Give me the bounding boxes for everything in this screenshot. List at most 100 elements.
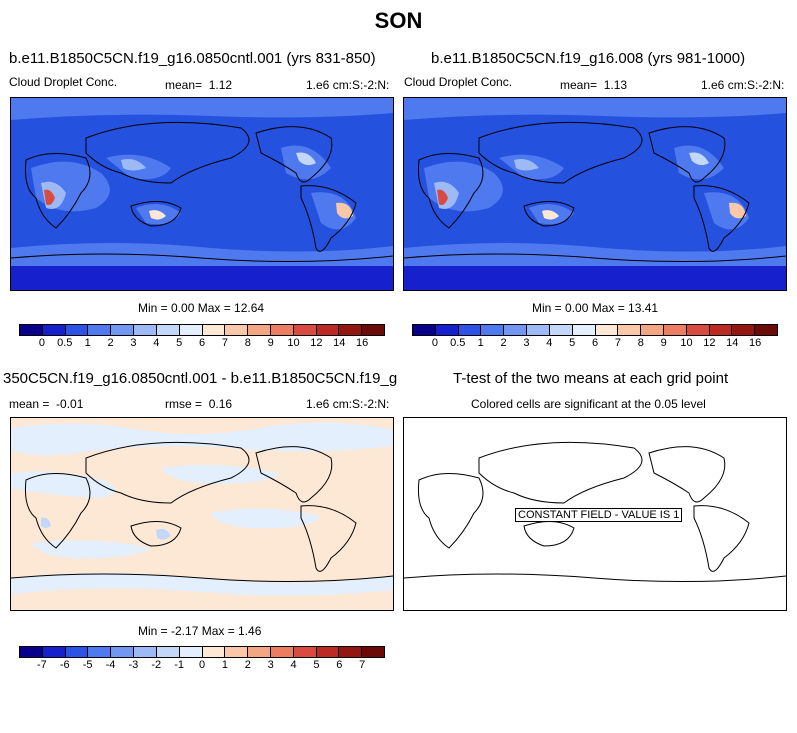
colorbar-tick-label: 12	[703, 337, 716, 349]
panel1-coastlines	[11, 121, 393, 263]
panel1-usa-high	[296, 152, 316, 166]
colorbar-cell-10	[248, 647, 271, 657]
colorbar-tick-label: -4	[105, 659, 116, 671]
colorbar-tick-label: 4	[153, 337, 160, 349]
colorbar-tick-label: -7	[36, 659, 47, 671]
colorbar-cell-3	[88, 325, 112, 335]
colorbar-tick-label: 0	[198, 659, 206, 671]
panel1-australia-high	[149, 210, 166, 220]
colorbar-cell-13	[316, 647, 340, 657]
panel4-title: T-test of the two means at each grid poi…	[453, 370, 729, 387]
colorbar-cell-2	[65, 325, 89, 335]
panel3-eurasia-outline	[85, 441, 250, 504]
colorbar-cell-12	[293, 647, 317, 657]
panel3-map	[10, 417, 394, 611]
colorbar-tick-label: 9	[267, 337, 274, 349]
panel2-map-svg	[404, 98, 786, 290]
colorbar-cell-9	[618, 325, 642, 335]
panel1-africa-peak	[44, 189, 55, 206]
panel1-mean-value: 1.12	[208, 78, 233, 92]
panel2-usa-high	[689, 152, 709, 166]
panel3-australia-outline	[130, 521, 182, 547]
colorbar-cell-7	[572, 325, 596, 335]
panel1-namerica-outline	[255, 126, 333, 183]
colorbar-cell-8	[202, 325, 226, 335]
panel3-patch-c	[211, 508, 321, 529]
panel1-min-max: Min = 0.00 Max = 12.64	[138, 301, 265, 315]
panel2-coastlines	[404, 121, 786, 263]
colorbar-cell-0	[20, 647, 43, 657]
panel1-southern-band	[11, 243, 393, 266]
colorbar-cell-1	[42, 325, 66, 335]
panel3-africa-dip	[41, 517, 51, 528]
panel2-australia-high	[542, 210, 559, 220]
panel3-samerica-outline	[300, 505, 357, 572]
panel3-colorbar-ticks: -7 -6 -5 -4 -3 -2 -1 0 1 2 3 4 5 6 7	[19, 659, 385, 673]
colorbar-cell-14	[339, 647, 363, 657]
panel3-mean: mean = -0.01	[9, 397, 83, 411]
colorbar-tick-label: 7	[359, 659, 366, 671]
panel1-africa-outline	[25, 153, 91, 229]
colorbar-tick-label: 9	[660, 337, 667, 349]
colorbar-cell-14	[339, 325, 363, 335]
colorbar-cell-11	[663, 325, 687, 335]
colorbar-tick-label: 10	[680, 337, 693, 349]
colorbar-cell-11	[270, 647, 294, 657]
colorbar-cell-2	[458, 325, 482, 335]
panel3-antarctica-outline	[11, 573, 393, 583]
panel1-samerica-outline	[300, 185, 357, 252]
panel2-mean-label: mean=	[560, 78, 598, 92]
colorbar-tick-label: 1	[84, 337, 91, 349]
colorbar-tick-label: 12	[310, 337, 323, 349]
colorbar-tick-label: 6	[336, 659, 343, 671]
colorbar-cell-8	[595, 325, 619, 335]
colorbar-cell-2	[65, 647, 89, 657]
panel2-field	[404, 98, 786, 290]
panel4-eurasia-outline	[478, 441, 643, 504]
colorbar-cell-9	[225, 647, 249, 657]
panel3-units: 1.e6 cm:S:-2:N:	[306, 397, 390, 411]
colorbar-tick-label: 2	[500, 337, 507, 349]
panel4-annotation: CONSTANT FIELD - VALUE IS 1	[515, 508, 683, 522]
colorbar-tick-label: 0	[431, 337, 438, 349]
panel1-mean: mean= 1.12	[165, 78, 232, 92]
panel3-rmse-label: rmse =	[165, 397, 203, 411]
panel2-variable: Cloud Droplet Conc.	[404, 75, 513, 89]
panel3-mean-value: -0.01	[56, 397, 84, 411]
panel3-patch-d	[31, 540, 151, 559]
panel1-antarctic	[11, 266, 393, 290]
panel2-samerica-outline	[693, 185, 750, 252]
colorbar-tick-label: 2	[244, 659, 251, 671]
colorbar-cell-12	[293, 325, 317, 335]
colorbar-tick-label: -2	[151, 659, 162, 671]
panel3-mean-label: mean =	[9, 397, 50, 411]
colorbar-tick-label: 3	[523, 337, 530, 349]
colorbar-cell-4	[111, 647, 135, 657]
panel3-south-patch	[11, 573, 393, 596]
panel1-arctic-band	[11, 98, 393, 120]
panel3-map-svg	[11, 418, 393, 610]
colorbar-cell-13	[316, 325, 340, 335]
colorbar-cell-6	[549, 325, 573, 335]
colorbar-cell-15	[362, 647, 384, 657]
main-title: SON	[374, 8, 423, 33]
panel1-australia-outline	[130, 201, 182, 227]
colorbar-tick-label: -3	[128, 659, 139, 671]
panel2-antarctic	[404, 266, 786, 290]
colorbar-tick-label: 14	[333, 337, 346, 349]
panel3-australia-dip	[156, 528, 171, 540]
colorbar-cell-10	[248, 325, 271, 335]
panel2-colorbar-ticks: 0 0.5 1 2 3 4 5 6 7 8 9 10 12 14 16	[412, 337, 778, 351]
colorbar-tick-label: 4	[290, 659, 297, 671]
panel3-rmse: rmse = 0.16	[165, 397, 232, 411]
panel1-antarctica-outline	[11, 253, 393, 263]
panel3-namerica-outline	[255, 446, 333, 503]
colorbar-tick-label: 5	[176, 337, 183, 349]
panel1-samerica-high	[336, 202, 353, 219]
colorbar-tick-label: 0.5	[450, 337, 466, 349]
panel1-samerica-field	[311, 192, 356, 230]
panel4-namerica-outline	[648, 446, 726, 503]
panel1-mean-label: mean=	[165, 78, 203, 92]
colorbar-cell-6	[156, 325, 180, 335]
panel4-africa-outline	[418, 473, 484, 549]
